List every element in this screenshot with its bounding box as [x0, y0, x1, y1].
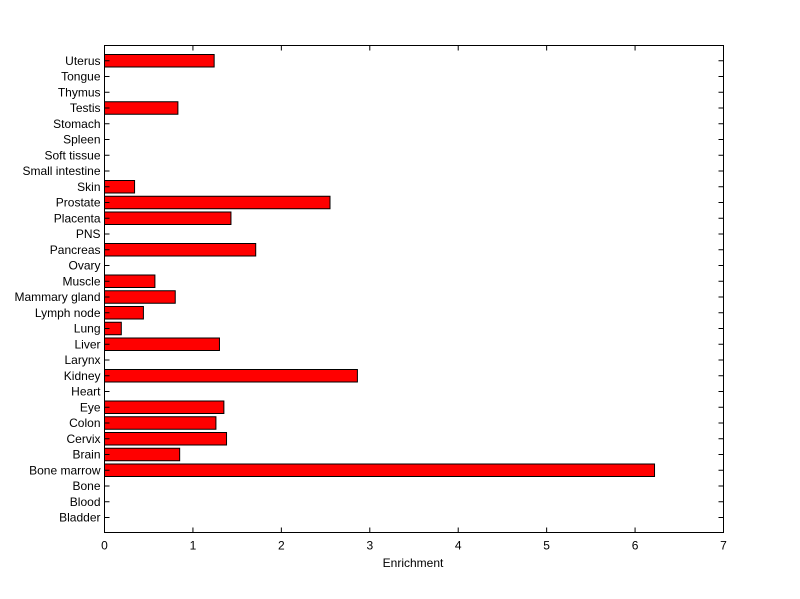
x-tick-label-2: 2 — [278, 539, 285, 553]
y-tick-label-uterus: Uterus — [65, 54, 100, 68]
bar-testis — [104, 101, 179, 115]
y-tick-label-colon: Colon — [69, 416, 100, 430]
y-tick-label-mammary-gland: Mammary gland — [14, 290, 100, 304]
y-tick-label-blood: Blood — [70, 495, 101, 509]
y-tick-label-bone-marrow: Bone marrow — [29, 463, 101, 477]
y-tick-label-bone: Bone — [72, 479, 100, 493]
bar-brain — [104, 447, 181, 462]
x-tick-labels: 0 1 2 3 4 5 6 7 — [101, 539, 727, 553]
y-tick-label-brain: Brain — [72, 448, 100, 462]
y-tick-label-spleen: Spleen — [63, 133, 100, 147]
y-tick-label-heart: Heart — [71, 385, 101, 399]
y-tick-label-stomach: Stomach — [53, 117, 100, 131]
y-tick-label-lung: Lung — [74, 322, 101, 336]
y-tick-label-larynx: Larynx — [64, 353, 100, 367]
x-tick-label-3: 3 — [366, 539, 373, 553]
x-tick-label-1: 1 — [190, 539, 197, 553]
bar-liver — [104, 337, 220, 351]
y-tick-label-tongue: Tongue — [61, 70, 101, 84]
bars-group — [104, 54, 656, 477]
y-tick-label-muscle: Muscle — [62, 274, 100, 288]
bar-placenta — [104, 211, 232, 225]
y-tick-label-skin: Skin — [77, 180, 100, 194]
y-tick-label-pns: PNS — [76, 227, 101, 241]
y-tick-label-placenta: Placenta — [54, 211, 101, 225]
y-tick-label-eye: Eye — [80, 400, 101, 414]
y-tick-label-lymph-node: Lymph node — [35, 306, 101, 320]
y-tick-label-kidney: Kidney — [64, 369, 101, 383]
x-tick-label-7: 7 — [720, 539, 727, 553]
x-axis-title: Enrichment — [383, 556, 444, 570]
bar-kidney — [104, 369, 358, 383]
x-tick-label-6: 6 — [632, 539, 639, 553]
x-tick-label-5: 5 — [543, 539, 550, 553]
y-tick-label-small-intestine: Small intestine — [22, 164, 100, 178]
y-tick-label-prostate: Prostate — [56, 196, 101, 210]
bar-mammary-gland — [104, 290, 176, 304]
y-tick-label-testis: Testis — [70, 101, 101, 115]
bar-cervix — [104, 432, 228, 446]
y-tick-label-pancreas: Pancreas — [50, 243, 101, 257]
bar-colon — [104, 416, 217, 430]
bar-pancreas — [104, 243, 257, 257]
bar-prostate — [104, 195, 331, 210]
x-tick-label-0: 0 — [101, 539, 108, 553]
bar-eye — [104, 400, 225, 414]
y-tick-label-bladder: Bladder — [59, 511, 100, 525]
bar-uterus — [104, 54, 215, 68]
y-tick-label-thymus: Thymus — [58, 85, 101, 99]
bar-muscle — [104, 274, 156, 288]
y-tick-label-soft-tissue: Soft tissue — [44, 148, 100, 162]
y-tick-label-liver: Liver — [74, 337, 100, 351]
y-tick-label-ovary: Ovary — [68, 259, 100, 273]
bar-bone-marrow — [104, 463, 656, 477]
ticks-group — [104, 45, 724, 533]
y-tick-label-cervix: Cervix — [66, 432, 100, 446]
x-tick-label-4: 4 — [455, 539, 462, 553]
bar-lymph-node — [104, 306, 144, 320]
plot-frame — [104, 45, 724, 533]
